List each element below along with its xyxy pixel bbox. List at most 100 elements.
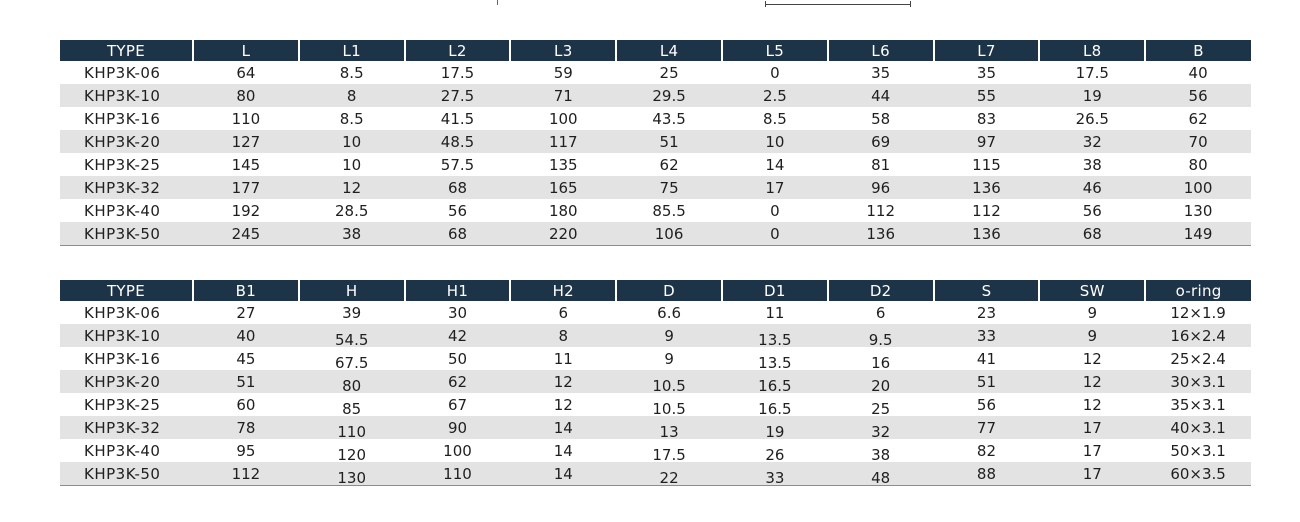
table-cell: 110 [404, 462, 511, 486]
table-cell: 62 [659, 155, 679, 174]
table-cell: 110 [231, 109, 261, 128]
table-cell: 112 [193, 462, 299, 486]
table-row: KHP3K-20 51 80 62 12 10.5 16.5 20 51 12 … [60, 370, 1251, 395]
table-cell: KHP3K-10 [60, 84, 193, 107]
table-cell: 12 [1082, 349, 1102, 368]
table-cell: 39 [342, 303, 362, 322]
table-cell: 106 [616, 222, 722, 246]
table-cell: 177 [193, 176, 299, 199]
table-cell: 38 [1082, 155, 1102, 174]
table-cell: 43.5 [652, 109, 686, 128]
table-cell: 12 [553, 395, 573, 414]
table-row: KHP3K-50 245 38 68 220 106 0 136 136 68 … [60, 222, 1251, 246]
column-header-d1: D1 [720, 280, 828, 301]
column-header-h: H [297, 280, 405, 301]
table-cell: 10 [342, 155, 362, 174]
table-cell: 100 [443, 441, 472, 460]
table-cell: 83 [976, 109, 997, 128]
table-cell: 51 [616, 130, 722, 153]
cell-value: 25 [871, 399, 891, 418]
table-row: KHP3K-25 60 85 67 12 10.5 16.5 25 56 12 … [60, 393, 1251, 418]
table-row: KHP3K-40 192 28.5 56 180 85.5 0 112 112 … [60, 199, 1251, 222]
cell-value: 120 [337, 445, 367, 464]
cell-value: 26 [765, 445, 785, 464]
table-cell: 97 [933, 130, 1040, 153]
table-cell: 70 [1145, 130, 1251, 153]
table-cell: 9 [1087, 303, 1098, 322]
table-cell: 100 [548, 109, 578, 128]
dimensions-table-1: TYPE L L1 L2 L3 L4 L5 L6 L7 L8 B KHP3K-0… [60, 40, 1251, 246]
table-cell: 69 [827, 130, 934, 153]
table-cell: 136 [933, 176, 1040, 199]
table-cell: 32 [1039, 130, 1146, 153]
cell-value: 16.5 [758, 376, 792, 395]
table-cell: KHP3K-16 [84, 109, 161, 128]
column-header-l6: L6 [826, 40, 934, 61]
table-cell: 10 [298, 130, 405, 153]
table-cell: 220 [510, 222, 617, 246]
column-header-h2: H2 [509, 280, 617, 301]
table-cell: 71 [510, 84, 617, 107]
table-row: KHP3K-06 27 39 30 6 6.6 11 6 23 9 12×1.9 [60, 301, 1251, 324]
table-cell: 27.5 [404, 84, 511, 107]
table-header-row: TYPE L L1 L2 L3 L4 L5 L6 L7 L8 B [60, 40, 1251, 61]
column-header-l4: L4 [615, 40, 722, 61]
table-cell: 10.5 [616, 370, 722, 395]
table-row: KHP3K-20 127 10 48.5 117 51 10 69 97 32 … [60, 130, 1251, 153]
table-cell: 9 [616, 324, 722, 347]
table-cell: 32 [827, 416, 934, 441]
table-cell: 8.5 [762, 109, 787, 128]
table-cell: 14 [510, 416, 617, 439]
cell-value: 16 [871, 353, 891, 372]
table-cell: 25 [659, 63, 679, 82]
cell-value: 32 [871, 422, 891, 441]
cell-value: 10.5 [652, 376, 686, 395]
cell-value: 85 [342, 399, 362, 418]
cell-value: 33 [765, 468, 785, 487]
table-cell: 38 [298, 222, 405, 246]
table-cell: 0 [721, 222, 828, 246]
table-cell: 16.5 [722, 393, 828, 418]
table-row: KHP3K-32 177 12 68 165 75 17 96 136 46 1… [60, 176, 1251, 199]
table-cell: 67.5 [299, 347, 405, 372]
table-cell: 180 [548, 201, 578, 220]
table-cell: 68 [1039, 222, 1146, 246]
table-cell: KHP3K-16 [84, 349, 161, 368]
table-cell: 26 [722, 439, 828, 464]
table-cell: KHP3K-20 [60, 370, 193, 393]
table-cell: 13.5 [721, 324, 828, 349]
table-cell: 75 [616, 176, 722, 199]
table-cell: 30×3.1 [1145, 370, 1251, 393]
table-cell: 48.5 [404, 130, 511, 153]
table-row: KHP3K-16 110 8.5 41.5 100 43.5 8.5 58 83… [60, 107, 1251, 130]
cell-value: 80 [342, 376, 362, 395]
table-row: KHP3K-40 95 120 100 14 17.5 26 38 82 17 … [60, 439, 1251, 464]
table-cell: 27 [236, 303, 256, 322]
column-header-l3: L3 [509, 40, 617, 61]
table-cell: 145 [231, 155, 261, 174]
table-cell: KHP3K-40 [84, 441, 161, 460]
column-header-b1: B1 [192, 280, 299, 301]
table-cell: 45 [236, 349, 256, 368]
cell-value: 10.5 [652, 399, 686, 418]
table-cell: 245 [193, 222, 299, 246]
column-header-l: L [192, 40, 299, 61]
table-cell: 12 [1082, 395, 1102, 414]
table-cell: 62 [404, 370, 511, 393]
table-cell: 17 [721, 176, 828, 199]
table-cell: 8.5 [339, 109, 364, 128]
table-cell: 16.5 [721, 370, 828, 395]
table-cell: KHP3K-06 [84, 303, 161, 322]
table-cell: 20 [827, 370, 934, 395]
table-cell: 81 [871, 155, 891, 174]
table-cell: 57.5 [440, 155, 475, 174]
table-cell: 80 [298, 370, 405, 395]
table-cell: 9.5 [827, 324, 934, 349]
table-cell: 19 [1039, 84, 1146, 107]
dimension-line-fragment [765, 0, 911, 7]
table-cell: 38 [828, 439, 934, 464]
table-cell: 110 [298, 416, 405, 441]
table-cell: 120 [299, 439, 405, 464]
column-header-l7: L7 [932, 40, 1040, 61]
table-cell: KHP3K-06 [84, 63, 161, 82]
